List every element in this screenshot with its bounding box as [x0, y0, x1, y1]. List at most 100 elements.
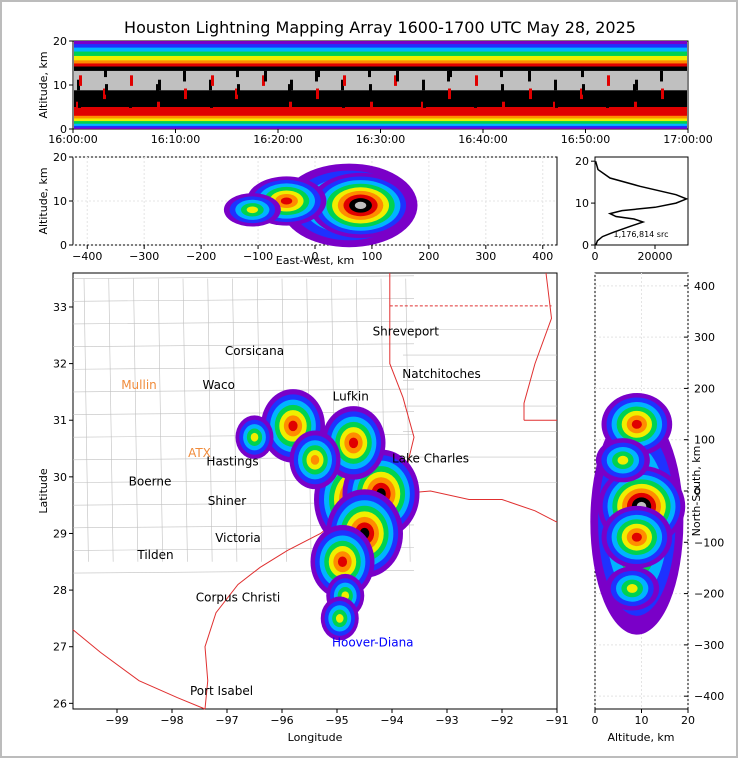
- density-speckle: [158, 79, 161, 91]
- city-label: Boerne: [129, 474, 172, 488]
- city-label: Tilden: [136, 548, 173, 562]
- city-label: Victoria: [215, 531, 261, 545]
- density-band: [74, 70, 687, 91]
- county-border: [72, 320, 415, 325]
- city-label: Hastings: [206, 455, 258, 469]
- density-speckle: [290, 79, 293, 91]
- ns-source-cluster-ring: [631, 532, 642, 542]
- city-label: Mullin: [121, 378, 157, 392]
- density-speckle: [395, 92, 398, 104]
- x-tick-label: 0: [312, 250, 319, 263]
- city-label: Corsicana: [225, 344, 284, 358]
- density-speckle: [553, 101, 556, 113]
- y-tick-label: 30: [53, 471, 67, 484]
- density-speckle: [157, 101, 160, 113]
- density-speckle: [528, 70, 531, 82]
- y-tick-label: 10: [53, 195, 67, 208]
- y-tick-label: 0: [694, 485, 701, 498]
- density-speckle: [608, 92, 611, 104]
- ns-source-cluster-ring: [626, 584, 638, 593]
- y-tick-label: 10: [53, 79, 67, 92]
- county-border: [72, 343, 415, 347]
- density-speckle: [184, 88, 187, 100]
- density-speckle: [262, 75, 265, 86]
- county-border: [72, 366, 415, 370]
- density-speckle: [315, 70, 318, 82]
- density-speckle: [502, 101, 505, 113]
- density-speckle: [104, 66, 107, 78]
- rio-grande-border: [72, 629, 206, 710]
- county-border: [72, 275, 415, 279]
- county-border: [72, 388, 415, 393]
- x-tick-label: 16:40:00: [458, 133, 507, 146]
- density-speckle: [421, 101, 424, 113]
- density-speckle: [394, 75, 397, 86]
- x-tick-label: −94: [380, 714, 403, 727]
- density-speckle: [79, 75, 82, 86]
- density-speckle: [555, 97, 558, 108]
- density-speckle: [448, 88, 451, 100]
- county-border: [72, 298, 415, 302]
- y-tick-label: 28: [53, 584, 67, 597]
- density-speckle: [633, 84, 636, 95]
- county-border: [108, 278, 114, 562]
- ns-altitude-xlabel: Altitude, km: [607, 731, 674, 744]
- ew-source-cluster: [223, 193, 281, 227]
- y-tick-label: 33: [53, 301, 67, 314]
- x-tick-label: −100: [243, 250, 273, 263]
- city-label: Natchitoches: [402, 367, 480, 381]
- x-tick-label: 0: [592, 250, 599, 263]
- city-label: Port Isabel: [190, 684, 253, 698]
- x-tick-label: 17:00:00: [663, 133, 712, 146]
- density-speckle: [475, 75, 478, 86]
- ew-source-cluster-ring: [280, 197, 293, 205]
- density-speckle: [236, 66, 239, 78]
- y-tick-label: −400: [694, 690, 724, 703]
- ew-source-cluster-ring: [246, 206, 259, 214]
- city-label: Hoover-Diana: [332, 636, 414, 650]
- density-speckle: [156, 84, 159, 95]
- plan-source-cluster-ring: [250, 432, 259, 442]
- x-tick-label: −300: [129, 250, 159, 263]
- density-speckle: [210, 97, 213, 108]
- x-tick-label: −400: [72, 250, 102, 263]
- density-speckle: [131, 92, 134, 104]
- density-speckle: [263, 92, 266, 104]
- y-tick-label: 29: [53, 527, 67, 540]
- x-tick-label: 100: [361, 250, 382, 263]
- density-speckle: [447, 70, 450, 82]
- density-speckle: [660, 70, 663, 82]
- x-tick-label: 10: [635, 714, 649, 727]
- x-tick-label: 0: [592, 714, 599, 727]
- y-tick-label: 0: [60, 239, 67, 252]
- y-tick-label: 31: [53, 414, 67, 427]
- density-speckle: [183, 70, 186, 82]
- y-tick-label: −300: [694, 639, 724, 652]
- ns-altitude-ylabel: North-South, km: [690, 446, 703, 537]
- density-speckle: [606, 97, 609, 108]
- x-tick-label: 16:30:00: [356, 133, 405, 146]
- density-speckle: [316, 88, 319, 100]
- ns-source-cluster: [605, 566, 660, 611]
- y-tick-label: 0: [60, 123, 67, 136]
- density-speckle: [529, 88, 532, 100]
- density-speckle: [209, 79, 212, 91]
- plan-source-cluster-ring: [337, 556, 348, 568]
- density-speckle: [78, 97, 81, 108]
- ew-altitude-panel: −400 −300 −200 −100 0 100 200 300 400 0 10 20: [53, 151, 557, 263]
- density-speckle: [554, 79, 557, 91]
- x-tick-label: −99: [105, 714, 128, 727]
- x-tick-label: 400: [532, 250, 553, 263]
- histogram-annotation: 1,176,814 src: [614, 230, 669, 239]
- y-tick-label: 20: [575, 155, 589, 168]
- density-speckle: [341, 79, 344, 91]
- plan-source-cluster: [320, 596, 359, 641]
- density-speckle: [264, 70, 267, 82]
- x-tick-label: 16:20:00: [253, 133, 302, 146]
- density-speckle: [288, 84, 291, 95]
- y-tick-label: 100: [694, 434, 715, 447]
- y-tick-label: 300: [694, 331, 715, 344]
- density-speckle: [661, 88, 664, 100]
